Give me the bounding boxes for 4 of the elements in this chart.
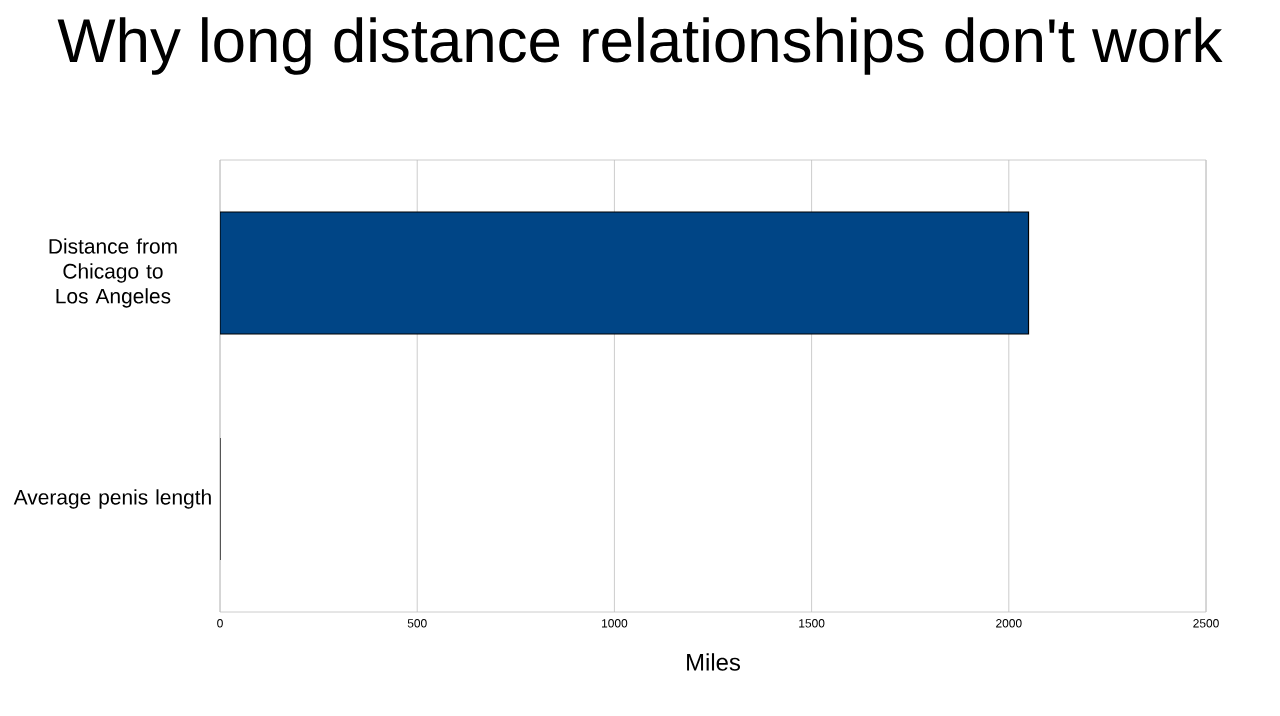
y-tick-label: Average penis length bbox=[13, 489, 211, 509]
y-tick-label: Distance from Chicago to Los Angeles bbox=[49, 238, 177, 308]
x-axis-title: Miles bbox=[687, 653, 741, 671]
chart-title: Why long distance relationships don't work bbox=[57, 17, 1223, 75]
